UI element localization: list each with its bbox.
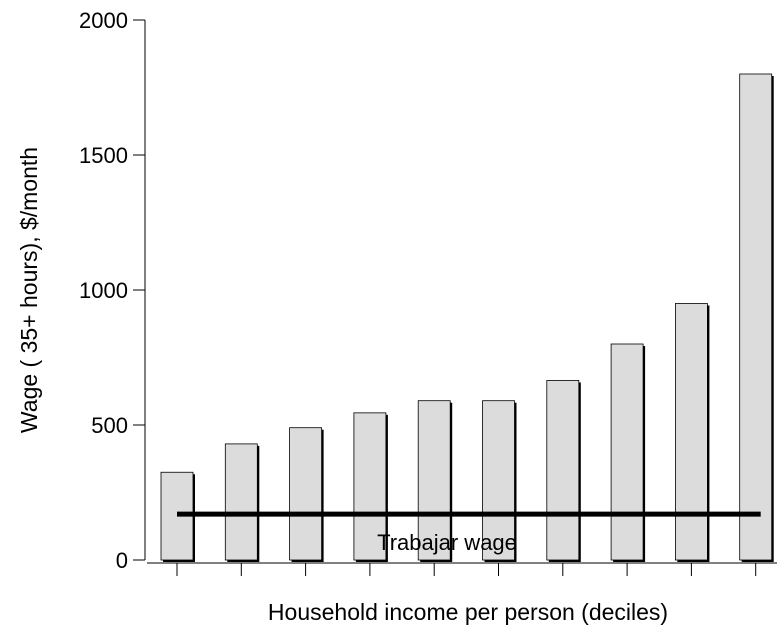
bar (675, 303, 708, 561)
bar (546, 380, 580, 561)
y-axis-title: Wage ( 35+ hours), $/month (16, 147, 42, 433)
bar (224, 443, 258, 561)
y-tick-label: 0 (116, 548, 128, 573)
bar (289, 427, 323, 561)
bar (739, 73, 773, 561)
reference-line-label: Trabajar wage (377, 530, 517, 555)
y-tick-label: 500 (91, 413, 128, 438)
bar (610, 343, 644, 561)
reference-line-group: Trabajar wage (177, 511, 761, 555)
y-tick-label: 2000 (79, 8, 128, 33)
bar (482, 400, 515, 561)
y-axis: 0 500 1000 1500 2000 (79, 8, 146, 573)
bar (353, 412, 387, 561)
bar (417, 400, 451, 561)
y-tick-label: 1000 (79, 278, 128, 303)
bars (160, 73, 774, 562)
x-axis (147, 562, 777, 576)
y-tick-label: 1500 (79, 143, 128, 168)
x-axis-title: Household income per person (deciles) (268, 599, 668, 625)
